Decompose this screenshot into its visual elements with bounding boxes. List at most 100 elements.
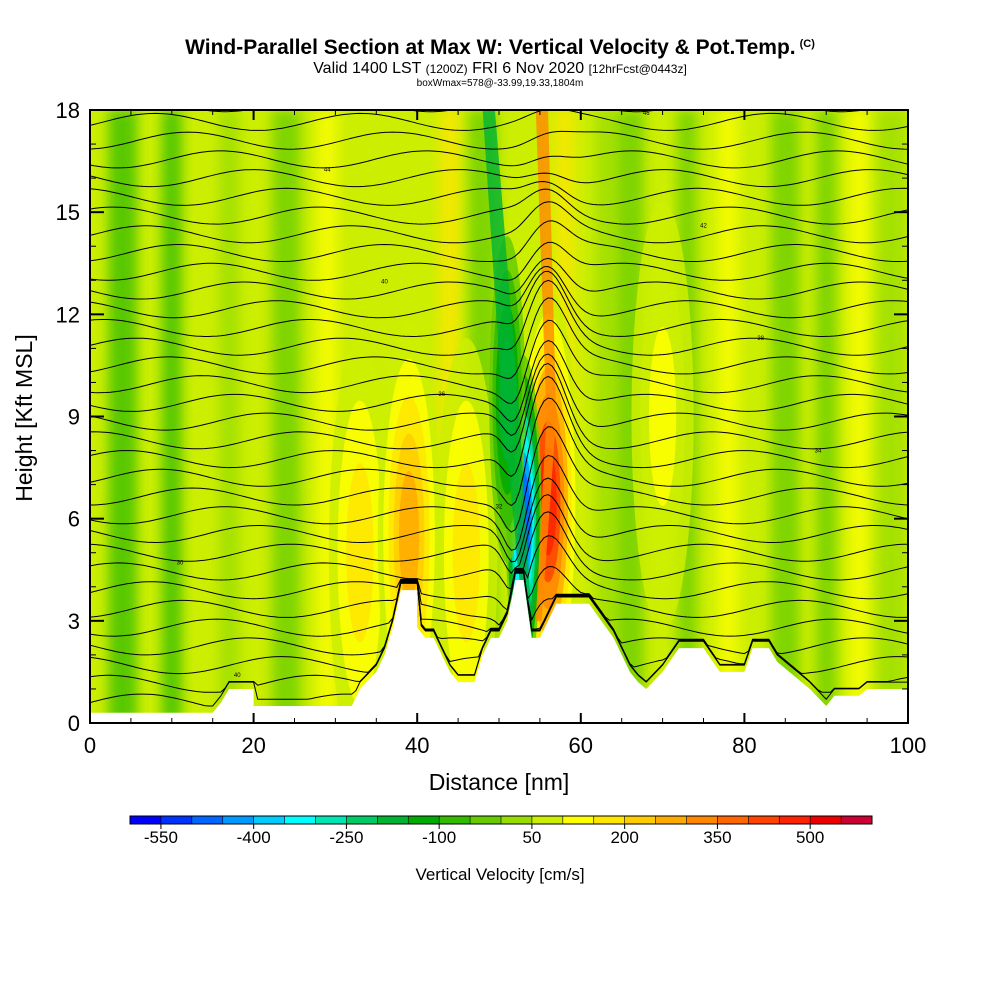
colorbar-swatch — [779, 816, 811, 824]
isentrope-line — [90, 511, 908, 590]
y-tick-label: 18 — [56, 98, 80, 123]
colorbar-swatch — [562, 816, 595, 824]
isentrope-line — [90, 319, 908, 405]
isentrope-line — [90, 454, 908, 551]
colorbar-swatch — [191, 816, 224, 824]
colorbar-swatch — [253, 816, 286, 824]
isentrope-line — [90, 180, 908, 206]
downdraft-streak — [482, 110, 532, 621]
isentrope-line — [90, 353, 908, 437]
colorbar-swatch — [748, 816, 780, 824]
isentrope-label: 44 — [324, 167, 331, 173]
valid-date: FRI 6 Nov 2020 — [472, 60, 585, 77]
updraft-streak — [535, 110, 557, 621]
colorbar-swatch — [315, 816, 347, 824]
colorbar-swatch — [222, 816, 255, 824]
isentrope-line — [90, 169, 908, 188]
colorbar-swatch — [841, 816, 873, 824]
isentrope-line — [90, 241, 908, 281]
isentrope-label: 40 — [381, 280, 388, 286]
isentrope-label: 32 — [496, 504, 503, 510]
isentrope-label: 46 — [643, 111, 650, 117]
updraft-core — [346, 463, 374, 643]
velocity-band — [717, 110, 739, 723]
isentrope-line — [90, 297, 908, 380]
colorbar-tick-label: 500 — [796, 828, 824, 847]
x-axis: 0 20 40 60 80 100 — [84, 110, 926, 758]
colorbar-tick-label: -100 — [422, 828, 456, 847]
valid-utc: (1200Z) — [425, 62, 468, 76]
terrain — [90, 579, 908, 723]
y-tick-label: 15 — [56, 200, 80, 225]
colorbar-swatch — [346, 816, 378, 824]
chart-title-text: Wind-Parallel Section at Max W: Vertical… — [185, 36, 796, 59]
copyright-mark: (C) — [799, 38, 815, 50]
valid-time-line: Valid 1400 LST (1200Z) FRI 6 Nov 2020 [1… — [0, 60, 1000, 78]
isentrope-line — [90, 279, 908, 356]
isentrope-line — [90, 570, 908, 656]
isentrope-line — [90, 150, 908, 169]
colorbar-tick-label: -250 — [329, 828, 363, 847]
y-tick-label: 9 — [68, 405, 80, 430]
isentrope-line — [90, 257, 908, 300]
isentrope-label: 36 — [438, 392, 445, 398]
colorbar-swatch — [439, 816, 471, 824]
colorbar-swatch — [408, 816, 440, 824]
isentrope-line — [90, 426, 908, 533]
isentrope-line — [90, 566, 908, 626]
colorbar-swatch — [470, 816, 502, 824]
isentrope-line — [90, 375, 908, 477]
isentrope-line — [90, 397, 908, 507]
isentrope-line — [90, 130, 908, 150]
colorbar-swatch — [810, 816, 842, 824]
colorbar-swatch — [531, 816, 564, 824]
isentrope-label: 34 — [815, 448, 822, 454]
colorbar-swatch — [686, 816, 718, 824]
colorbar-tick-label: 350 — [703, 828, 731, 847]
updraft-core — [648, 326, 677, 507]
isentrope-line — [90, 110, 908, 131]
colorbar-tick-label: 50 — [522, 828, 541, 847]
isentrope-label: 40 — [234, 673, 241, 679]
isentrope-line — [90, 569, 908, 637]
isentrope-line — [90, 535, 908, 611]
velocity-band — [815, 110, 837, 723]
isentrope-line — [200, 110, 866, 113]
colorbar-swatch — [501, 816, 533, 824]
isentrope-label: 30 — [177, 561, 184, 567]
isentrope-line — [90, 220, 908, 262]
x-tick-label: 100 — [890, 733, 927, 758]
box-max-info: boxWmax=578@-33.99,19.33,1804m — [416, 78, 584, 89]
colorbar-swatch — [284, 816, 316, 824]
colorbar-swatch — [655, 816, 687, 824]
colorbar-swatch — [593, 816, 626, 824]
velocity-band — [108, 110, 138, 723]
colorbar-tick-label: -400 — [237, 828, 271, 847]
isentrope-line — [90, 362, 908, 453]
isentrope-line — [90, 270, 908, 338]
colorbar-swatch — [717, 816, 749, 824]
colorbar-swatch — [377, 816, 409, 824]
velocity-band — [770, 110, 800, 723]
x-tick-label: 60 — [569, 733, 593, 758]
x-axis-label: Distance [nm] — [429, 769, 570, 795]
y-tick-label: 3 — [68, 609, 80, 634]
isentrope-line — [90, 265, 908, 319]
isentrope-label: 42 — [700, 223, 707, 229]
velocity-band — [848, 110, 870, 723]
colorbar-title: Vertical Velocity [cm/s] — [415, 865, 584, 884]
colorbar-tick-label: -550 — [144, 828, 178, 847]
updraft-core — [398, 470, 420, 601]
forecast-info: [12hrFcst@0443z] — [588, 62, 687, 76]
y-axis-label: Height [Kft MSL] — [11, 334, 37, 501]
velocity-band — [218, 110, 240, 723]
isentrope-line — [90, 76, 908, 93]
x-tick-label: 40 — [405, 733, 429, 758]
colorbar-tick-label: 200 — [610, 828, 638, 847]
isentrope-line — [90, 477, 908, 563]
isentrope-line — [90, 339, 908, 423]
chart-title: Wind-Parallel Section at Max W: Vertical… — [0, 36, 1000, 60]
colorbar-swatch — [160, 816, 193, 824]
x-tick-label: 0 — [84, 733, 96, 758]
